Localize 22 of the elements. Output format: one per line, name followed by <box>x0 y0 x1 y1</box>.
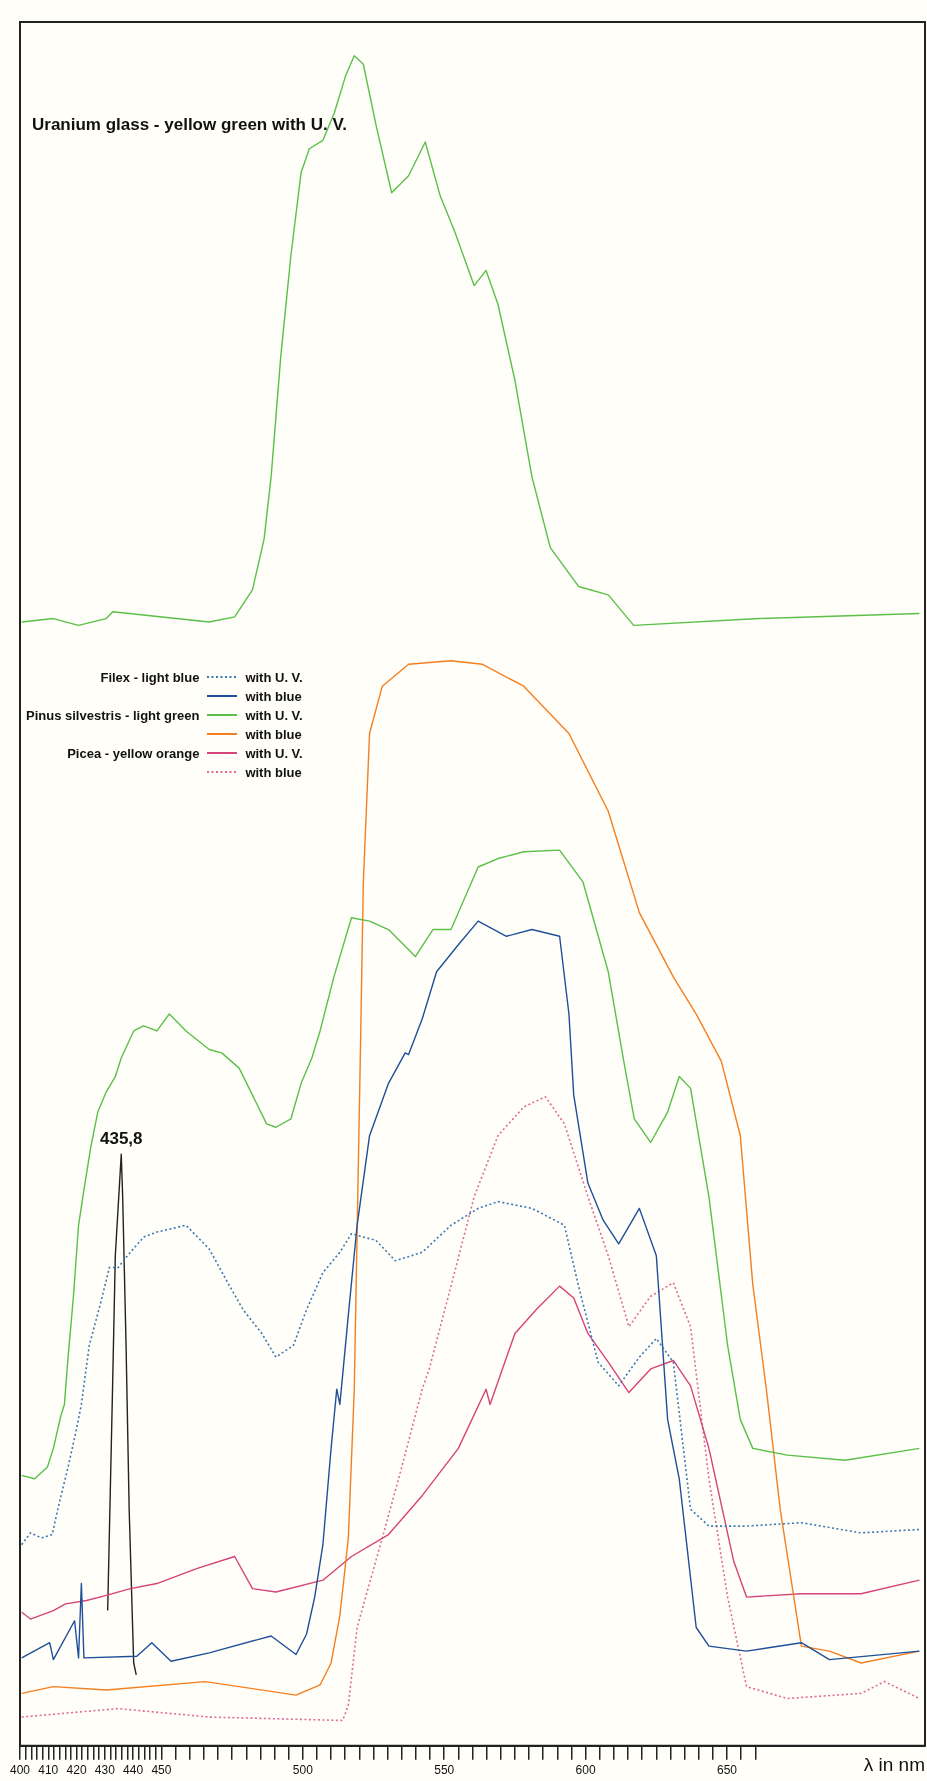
x-tick-label: 420 <box>66 1763 87 1778</box>
x-tick-label: 500 <box>292 1763 314 1778</box>
annotation: Uranium glass - yellow green with U. V. <box>32 115 347 135</box>
legend-label: with blue <box>244 764 303 783</box>
x-tick-label: 650 <box>717 1763 738 1778</box>
legend-label: with blue <box>244 688 303 707</box>
annotation: Picea - yellow orange <box>66 745 201 764</box>
annotation: 435,8 <box>99 1129 143 1149</box>
x-tick-label: 400 <box>9 1763 31 1778</box>
x-tick-label: 440 <box>123 1763 144 1778</box>
annotation: Filex - light blue <box>99 669 201 688</box>
legend-label: with U. V. <box>244 745 304 764</box>
x-tick-label: 410 <box>38 1763 59 1778</box>
legend-label: with U. V. <box>244 669 304 688</box>
annotation: Pinus silvestris - light green <box>25 707 201 726</box>
x-tick-label: 430 <box>94 1763 116 1778</box>
x-tick-label: 450 <box>151 1763 172 1778</box>
x-tick-label: 600 <box>575 1763 596 1778</box>
x-tick-label: 550 <box>434 1763 455 1778</box>
legend-label: with U. V. <box>244 707 304 726</box>
legend-label: with blue <box>244 726 303 745</box>
x-axis-title: λ in nm <box>863 1753 925 1775</box>
